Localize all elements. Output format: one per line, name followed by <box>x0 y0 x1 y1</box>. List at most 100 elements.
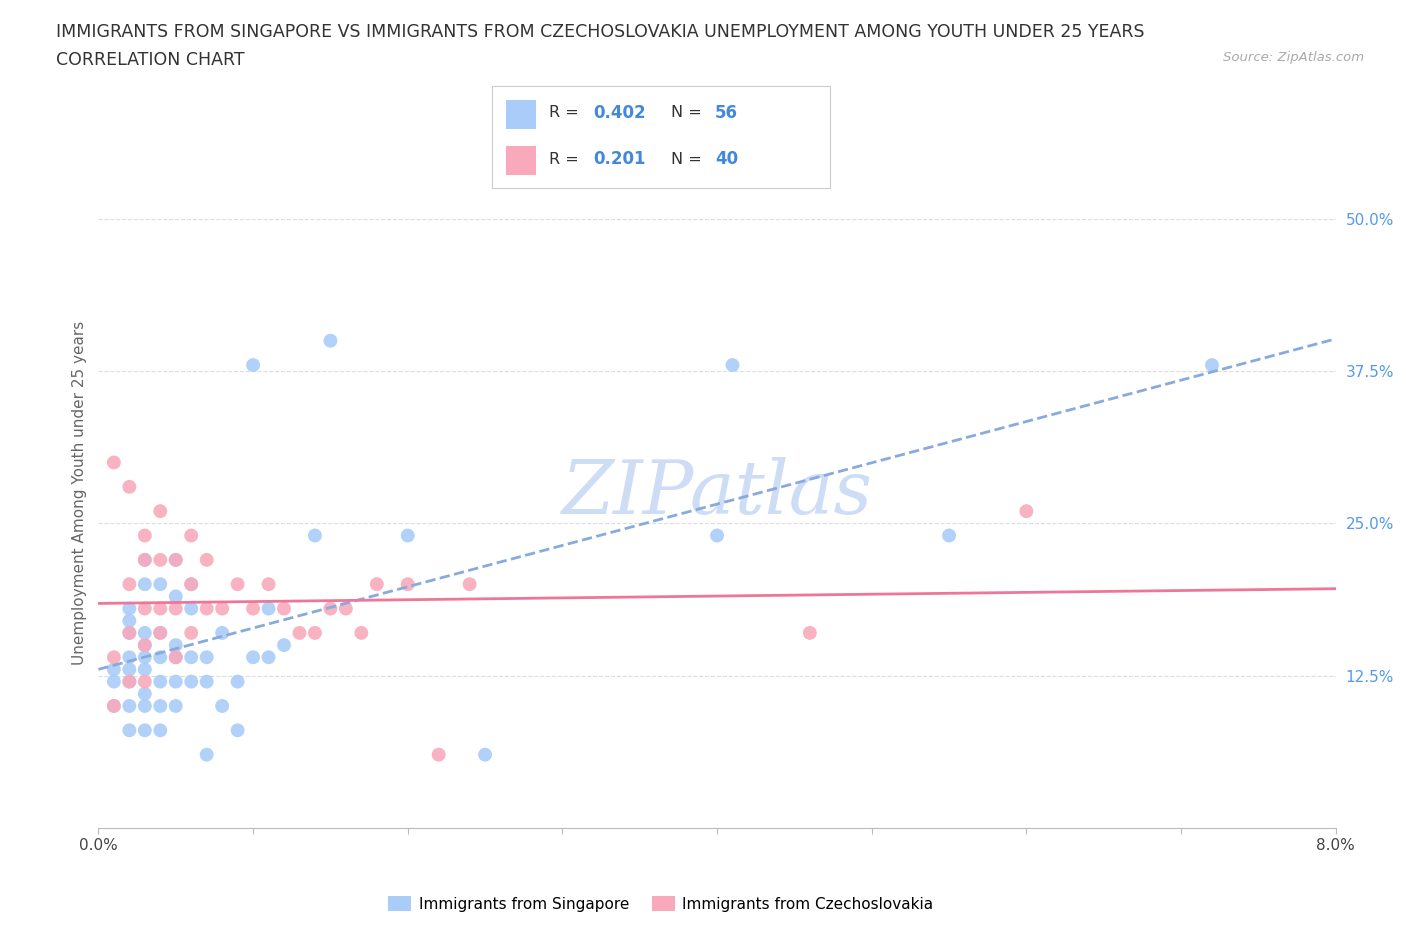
Point <box>134 650 156 665</box>
Point <box>226 723 249 737</box>
Point <box>118 601 141 616</box>
Bar <box>506 100 536 128</box>
Point <box>396 528 419 543</box>
Point <box>242 358 264 373</box>
Point <box>134 662 156 677</box>
Point <box>226 674 249 689</box>
Point <box>103 455 125 470</box>
Point <box>211 698 233 713</box>
Text: CORRELATION CHART: CORRELATION CHART <box>56 51 245 69</box>
Point <box>180 577 202 591</box>
Point <box>273 638 295 653</box>
Point <box>149 626 172 641</box>
Point <box>458 577 481 591</box>
Text: ZIPatlas: ZIPatlas <box>561 457 873 529</box>
Point <box>134 528 156 543</box>
Point <box>257 650 280 665</box>
Text: 0.402: 0.402 <box>593 103 645 122</box>
Point <box>103 674 125 689</box>
Point <box>226 577 249 591</box>
Point <box>706 528 728 543</box>
Y-axis label: Unemployment Among Youth under 25 years: Unemployment Among Youth under 25 years <box>72 321 87 665</box>
Point <box>134 577 156 591</box>
Point <box>195 552 218 567</box>
Point <box>427 747 450 762</box>
Point <box>195 674 218 689</box>
Point <box>118 674 141 689</box>
Point <box>350 626 373 641</box>
Point <box>165 650 187 665</box>
Point <box>165 589 187 604</box>
Point <box>211 626 233 641</box>
Point <box>149 504 172 519</box>
Point <box>180 528 202 543</box>
Point <box>103 698 125 713</box>
Point <box>474 747 496 762</box>
Point <box>149 577 172 591</box>
Point <box>118 577 141 591</box>
Point <box>180 650 202 665</box>
Point <box>799 626 821 641</box>
Point <box>165 552 187 567</box>
Point <box>134 552 156 567</box>
Point <box>118 662 141 677</box>
Text: 40: 40 <box>714 151 738 168</box>
Point <box>118 626 141 641</box>
Point <box>118 698 141 713</box>
Point <box>319 333 342 348</box>
Text: R =: R = <box>550 105 585 120</box>
Point <box>103 662 125 677</box>
Point <box>149 674 172 689</box>
Point <box>134 626 156 641</box>
Point <box>134 698 156 713</box>
Point <box>273 601 295 616</box>
Point <box>1201 358 1223 373</box>
Point <box>103 698 125 713</box>
Point <box>257 601 280 616</box>
Point <box>211 601 233 616</box>
Point <box>149 723 172 737</box>
Point <box>149 552 172 567</box>
Point <box>195 747 218 762</box>
Point <box>118 723 141 737</box>
Point <box>165 674 187 689</box>
Point <box>134 552 156 567</box>
Point <box>134 686 156 701</box>
Bar <box>506 146 536 175</box>
Point <box>721 358 744 373</box>
Point <box>134 674 156 689</box>
Point <box>118 650 141 665</box>
Text: IMMIGRANTS FROM SINGAPORE VS IMMIGRANTS FROM CZECHOSLOVAKIA UNEMPLOYMENT AMONG Y: IMMIGRANTS FROM SINGAPORE VS IMMIGRANTS … <box>56 23 1144 41</box>
Point <box>149 626 172 641</box>
Point <box>366 577 388 591</box>
Point <box>118 613 141 628</box>
Point <box>335 601 357 616</box>
Point <box>195 601 218 616</box>
Point <box>165 552 187 567</box>
Point <box>134 723 156 737</box>
Legend: Immigrants from Singapore, Immigrants from Czechoslovakia: Immigrants from Singapore, Immigrants fr… <box>382 889 939 918</box>
Text: N =: N = <box>671 105 707 120</box>
Point <box>195 650 218 665</box>
Point <box>149 601 172 616</box>
Point <box>134 638 156 653</box>
Text: 0.201: 0.201 <box>593 151 645 168</box>
Point <box>180 577 202 591</box>
Point <box>319 601 342 616</box>
Text: R =: R = <box>550 152 585 166</box>
Point <box>165 638 187 653</box>
Point <box>1015 504 1038 519</box>
Point <box>938 528 960 543</box>
Point <box>134 638 156 653</box>
Text: Source: ZipAtlas.com: Source: ZipAtlas.com <box>1223 51 1364 64</box>
Point <box>257 577 280 591</box>
Point <box>118 479 141 494</box>
Point <box>103 650 125 665</box>
Point <box>165 698 187 713</box>
Point <box>242 601 264 616</box>
Point <box>180 601 202 616</box>
Point <box>396 577 419 591</box>
Point <box>165 601 187 616</box>
Point <box>304 626 326 641</box>
Point <box>242 650 264 665</box>
